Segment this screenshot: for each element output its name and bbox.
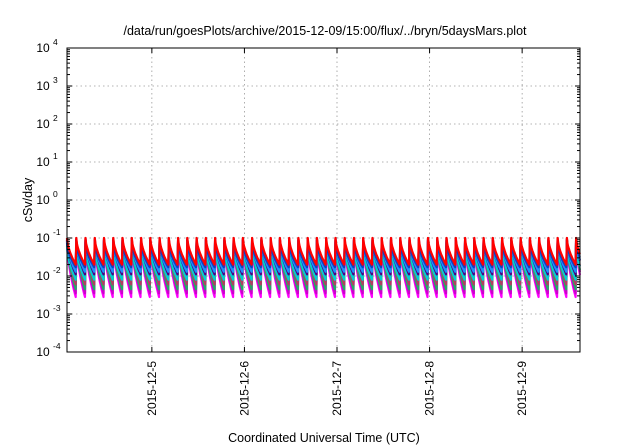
y-tick-exponent: 4 xyxy=(53,37,58,47)
y-tick-exponent: -1 xyxy=(53,227,61,237)
x-tick-label: 2015-12-8 xyxy=(423,361,437,416)
grid xyxy=(67,48,580,352)
y-tick-exponent: -3 xyxy=(53,303,61,313)
y-tick-label: 10 xyxy=(36,231,50,245)
y-tick-label: 10 xyxy=(36,155,50,169)
y-tick-label: 10 xyxy=(36,117,50,131)
y-tick-exponent: -2 xyxy=(53,265,61,275)
x-tick-label: 2015-12-6 xyxy=(237,361,251,416)
y-tick-label: 10 xyxy=(36,269,50,283)
y-tick-exponent: 0 xyxy=(53,189,58,199)
y-tick-exponent: 1 xyxy=(53,151,58,161)
series-line-9 xyxy=(65,236,581,266)
y-tick-label: 10 xyxy=(36,193,50,207)
series-line-8 xyxy=(65,241,581,269)
y-tick-label: 10 xyxy=(36,307,50,321)
chart-title: /data/run/goesPlots/archive/2015-12-09/1… xyxy=(123,24,527,38)
x-tick-label: 2015-12-7 xyxy=(330,361,344,416)
y-tick-exponent: 3 xyxy=(53,75,58,85)
series-group xyxy=(65,236,581,299)
series-line-5 xyxy=(65,245,581,281)
x-axis-label: Coordinated Universal Time (UTC) xyxy=(228,431,420,445)
y-tick-exponent: -4 xyxy=(53,341,61,351)
y-tick-label: 10 xyxy=(36,79,50,93)
y-axis-label: cSv/day xyxy=(21,177,35,222)
x-tick-label: 2015-12-9 xyxy=(515,361,529,416)
y-tick-label: 10 xyxy=(36,41,50,55)
x-tick-label: 2015-12-5 xyxy=(145,361,159,416)
y-tick-label: 10 xyxy=(36,345,50,359)
y-tick-exponent: 2 xyxy=(53,113,58,123)
x-axis: 2015-12-5 2015-12-6 2015-12-7 2015-12-8 2015… xyxy=(145,48,529,416)
